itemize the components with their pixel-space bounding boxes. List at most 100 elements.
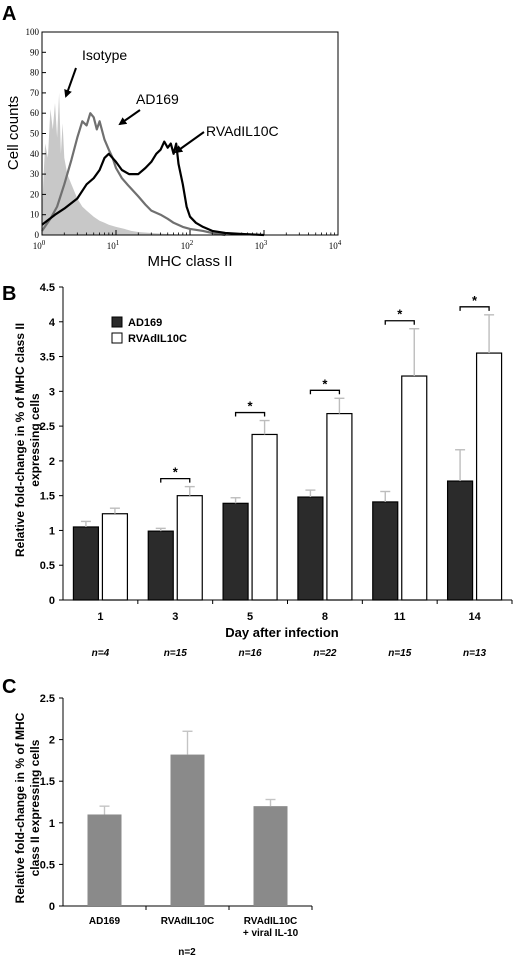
panel-a-x-tick-label: 102 [181, 239, 194, 251]
panel-b-n-label: n=16 [239, 648, 263, 659]
panel-a-letter: A [2, 3, 16, 25]
panel-c-footnote: n=2 [178, 947, 196, 958]
panel-b-y-tick-label: 1 [49, 525, 55, 537]
panel-a-y-tick-label: 80 [30, 68, 40, 78]
panel-c-bars [87, 730, 288, 906]
annotation-isotype-arrow [64, 67, 77, 98]
panel-c-y-tick-label: 1 [49, 818, 55, 830]
panel-a-y-axis-title: Cell counts [5, 96, 22, 170]
panel-b-y-tick-label: 2 [49, 456, 55, 468]
panel-c-y-tick-label: 2.5 [40, 693, 55, 705]
panel-b-x-tick-label: 14 [468, 611, 481, 623]
panel-c-y-tick-label: 1.5 [40, 776, 55, 788]
legend-label-rvadil10c: RVAdIL10C [128, 333, 187, 345]
panel-b-y-axis-title-line2: expressing cells [28, 393, 42, 487]
bar-ad169 [297, 496, 324, 601]
bar-rvadil10c [401, 375, 428, 601]
significance-marker: * [322, 376, 328, 391]
significance-bracket [309, 389, 341, 395]
significance-marker: * [248, 399, 254, 414]
panel-a-x-axis-title: MHC class II [147, 253, 232, 270]
panel-b-y-ticks: 0 0.5 1 1.5 2 2.5 3 3.5 4 4.5 [40, 282, 63, 607]
panel-b-y-tick-label: 4.5 [40, 282, 55, 294]
annotation-isotype: Isotype [82, 47, 127, 63]
bar-rvadil10c [176, 495, 203, 601]
panel-a-y-tick-label: 90 [30, 47, 40, 57]
panel-c-bar [170, 754, 205, 906]
annotation-rvadil10c: RVAdIL10C [206, 123, 279, 139]
panel-a-lines-layer [41, 112, 265, 237]
significance-marker: * [472, 293, 478, 308]
panel-a-x-ticks: 100 101 102 103 104 [33, 230, 342, 251]
panel-a-histogram: A Cell counts MHC class II 0 10 20 30 40 50 60… [2, 3, 342, 270]
panel-a-y-ticks: 0 10 20 30 40 50 60 70 80 90 100 [26, 27, 46, 240]
panel-b-y-tick-label: 2.5 [40, 421, 55, 433]
significance-bracket [160, 477, 191, 483]
panel-b-x-tick-label: 1 [97, 611, 103, 623]
panel-c-y-axis-title-line2: class II expressing cells [28, 739, 42, 876]
panel-b-bar-chart: B Relative fold-change in % of MHC class… [2, 282, 513, 659]
panel-b-y-tick-label: 0.5 [40, 560, 55, 572]
panel-a-x-tick-label: 100 [33, 239, 46, 251]
panel-c-y-tick-label: 2 [49, 735, 55, 747]
bar-rvadil10c [101, 513, 129, 601]
panel-b-y-tick-label: 0 [49, 595, 55, 607]
panel-a-x-tick-label: 104 [329, 239, 342, 251]
panel-a-y-tick-label: 40 [30, 149, 40, 159]
bar-rvadil10c [326, 412, 353, 601]
panel-b-x-axis-title: Day after infection [225, 625, 338, 640]
bar-ad169 [372, 501, 399, 601]
panel-b-n-label: n=13 [463, 648, 487, 659]
panel-c-x-tick-label: RVAdIL10C [161, 916, 215, 927]
panel-b-x-ticks: 1 n=4 3 n=15 5 n=16 8 n=22 11 n=15 14 n=13 [92, 600, 513, 659]
annotation-rvadil10c-arrow [174, 131, 205, 154]
panel-c-bar [253, 806, 288, 906]
panel-c-y-ticks: 0 0.5 1 1.5 2 2.5 [40, 693, 63, 913]
panel-a-y-tick-label: 60 [30, 108, 40, 118]
panel-b-x-tick-label: 5 [247, 611, 253, 623]
panel-b-y-tick-label: 4 [49, 317, 56, 329]
bar-ad169 [446, 480, 474, 601]
panel-b-letter: B [2, 283, 16, 305]
panel-a-x-tick-label: 103 [255, 239, 268, 251]
legend-label-ad169: AD169 [128, 317, 162, 329]
panel-a-y-tick-label: 10 [30, 210, 40, 220]
panel-b-x-tick-label: 11 [394, 611, 406, 623]
panel-a-y-tick-label: 30 [30, 169, 40, 179]
annotation-ad169: AD169 [136, 91, 179, 107]
panel-a-y-tick-label: 20 [30, 189, 40, 199]
significance-bracket [384, 320, 415, 325]
panel-c-bar-chart: C Relative fold-change in % of MHC class… [2, 676, 313, 958]
series-rvadil10c-line [41, 140, 265, 237]
panel-b-y-tick-label: 3 [49, 386, 55, 398]
significance-bracket [459, 306, 490, 311]
panel-b-y-tick-label: 3.5 [40, 352, 55, 364]
panel-b-n-label: n=15 [164, 648, 188, 659]
significance-marker: * [173, 465, 179, 480]
bar-rvadil10c [475, 352, 503, 601]
panel-b-y-tick-label: 1.5 [40, 491, 55, 503]
panel-c-y-axis-title-line1: Relative fold-change in % of MHC [13, 712, 27, 903]
panel-a-y-tick-label: 70 [30, 88, 40, 98]
panel-a-y-tick-label: 100 [26, 27, 40, 37]
annotation-ad169-arrow [118, 109, 141, 126]
panel-c-x-tick-label: RVAdIL10C [244, 916, 298, 927]
panel-a-y-tick-label: 0 [35, 230, 40, 240]
panel-a-x-tick-label: 101 [107, 239, 120, 251]
panel-a-isotype-layer [42, 92, 190, 236]
panel-c-x-tick-label: + viral IL-10 [243, 928, 299, 939]
panel-c-bar [87, 814, 122, 906]
bar-ad169 [222, 502, 249, 601]
panel-a-y-tick-label: 50 [30, 129, 40, 139]
panel-c-letter: C [2, 676, 16, 698]
legend-swatch-rvadil10c [111, 332, 123, 344]
panel-b-n-label: n=4 [92, 648, 110, 659]
significance-marker: * [397, 307, 403, 322]
significance-bracket [234, 411, 266, 417]
series-isotype-area [42, 92, 190, 236]
panel-b-n-label: n=15 [388, 648, 412, 659]
panel-b-n-label: n=22 [313, 648, 337, 659]
legend-swatch-ad169 [111, 316, 123, 328]
panel-c-y-tick-label: 0.5 [40, 859, 55, 871]
